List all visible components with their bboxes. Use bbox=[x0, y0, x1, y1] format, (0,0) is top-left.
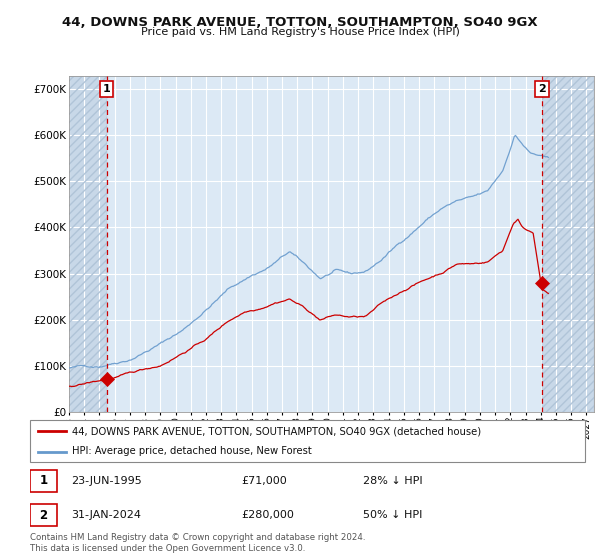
Text: 44, DOWNS PARK AVENUE, TOTTON, SOUTHAMPTON, SO40 9GX: 44, DOWNS PARK AVENUE, TOTTON, SOUTHAMPT… bbox=[62, 16, 538, 29]
Bar bbox=[69, 76, 107, 412]
FancyBboxPatch shape bbox=[30, 504, 56, 526]
Text: 31-JAN-2024: 31-JAN-2024 bbox=[71, 510, 142, 520]
Bar bbox=[542, 76, 594, 412]
Text: 28% ↓ HPI: 28% ↓ HPI bbox=[363, 476, 422, 486]
Text: HPI: Average price, detached house, New Forest: HPI: Average price, detached house, New … bbox=[71, 446, 311, 456]
Text: 1: 1 bbox=[39, 474, 47, 487]
Text: 2: 2 bbox=[39, 508, 47, 521]
Text: 1: 1 bbox=[103, 84, 110, 94]
Text: 50% ↓ HPI: 50% ↓ HPI bbox=[363, 510, 422, 520]
Bar bbox=[542, 76, 594, 412]
Text: 23-JUN-1995: 23-JUN-1995 bbox=[71, 476, 142, 486]
Text: Price paid vs. HM Land Registry's House Price Index (HPI): Price paid vs. HM Land Registry's House … bbox=[140, 27, 460, 37]
Text: 2: 2 bbox=[538, 84, 546, 94]
Bar bbox=[69, 76, 107, 412]
Text: £280,000: £280,000 bbox=[241, 510, 294, 520]
Text: £71,000: £71,000 bbox=[241, 476, 287, 486]
FancyBboxPatch shape bbox=[30, 420, 585, 462]
Text: Contains HM Land Registry data © Crown copyright and database right 2024.
This d: Contains HM Land Registry data © Crown c… bbox=[30, 533, 365, 553]
Text: 44, DOWNS PARK AVENUE, TOTTON, SOUTHAMPTON, SO40 9GX (detached house): 44, DOWNS PARK AVENUE, TOTTON, SOUTHAMPT… bbox=[71, 426, 481, 436]
FancyBboxPatch shape bbox=[30, 470, 56, 492]
